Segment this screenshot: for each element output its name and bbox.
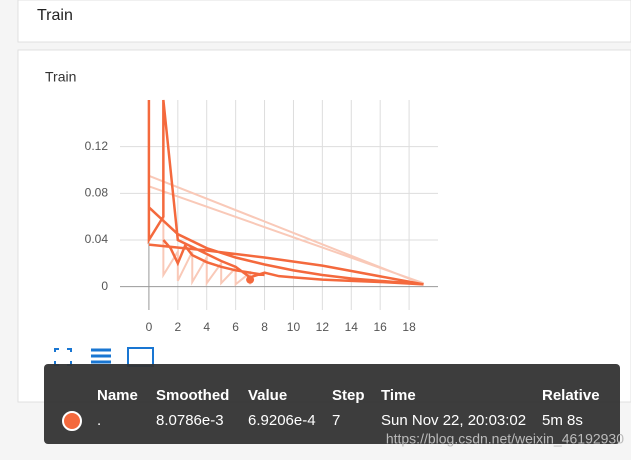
run-swatch [62, 411, 82, 431]
tooltip-cell: 8.0786e-3 [156, 412, 224, 429]
tooltip-cell: Sun Nov 22, 20:03:02 [381, 412, 526, 429]
y-tick-label: 0.12 [85, 139, 109, 153]
y-tick-label: 0.08 [85, 186, 109, 200]
tooltip-cell: 5m 8s [542, 412, 583, 429]
fit-button[interactable] [54, 348, 72, 366]
tooltip-header: Time [381, 387, 416, 404]
plot: 0 2 4 6 8 10 12 14 16 18 0 0.04 0.08 0.12 [85, 99, 438, 334]
tooltip-cell: 7 [332, 412, 340, 429]
x-tick-label: 14 [345, 320, 359, 334]
x-tick-label: 8 [261, 320, 268, 334]
tooltip-content: Name. Smoothed 8.0786e-3 Value 6.9206e-4 Step… [97, 387, 600, 429]
x-tick-label: 2 [174, 320, 181, 334]
tooltip [44, 364, 620, 444]
header-card [17, 0, 631, 43]
x-tick-label: 12 [316, 320, 330, 334]
y-tick-label: 0 [101, 279, 108, 293]
tooltip-cell: . [97, 412, 101, 429]
header-title: Train [37, 7, 73, 24]
tooltip-header: Value [248, 387, 287, 404]
tooltip-header: Relative [542, 387, 600, 404]
tooltip-header: Step [332, 387, 365, 404]
x-tick-label: 16 [374, 320, 388, 334]
series-line [147, 99, 424, 286]
x-tick-label: 10 [287, 320, 301, 334]
tooltip-cell: 6.9206e-4 [248, 412, 316, 429]
x-tick-label: 6 [232, 320, 239, 334]
highlight-point [246, 275, 255, 284]
y-tick-label: 0.04 [85, 232, 109, 246]
x-tick-label: 0 [146, 320, 153, 334]
series-line [148, 100, 424, 287]
x-tick-label: 18 [402, 320, 416, 334]
tooltip-header: Smoothed [156, 387, 229, 404]
data-button[interactable] [91, 348, 111, 364]
tooltip-header: Name [97, 387, 138, 404]
chart-title: Train [45, 69, 76, 85]
chart-card [17, 49, 631, 403]
watermark: https://blog.csdn.net/weixin_46192930 [386, 431, 624, 447]
x-tick-label: 4 [203, 320, 210, 334]
